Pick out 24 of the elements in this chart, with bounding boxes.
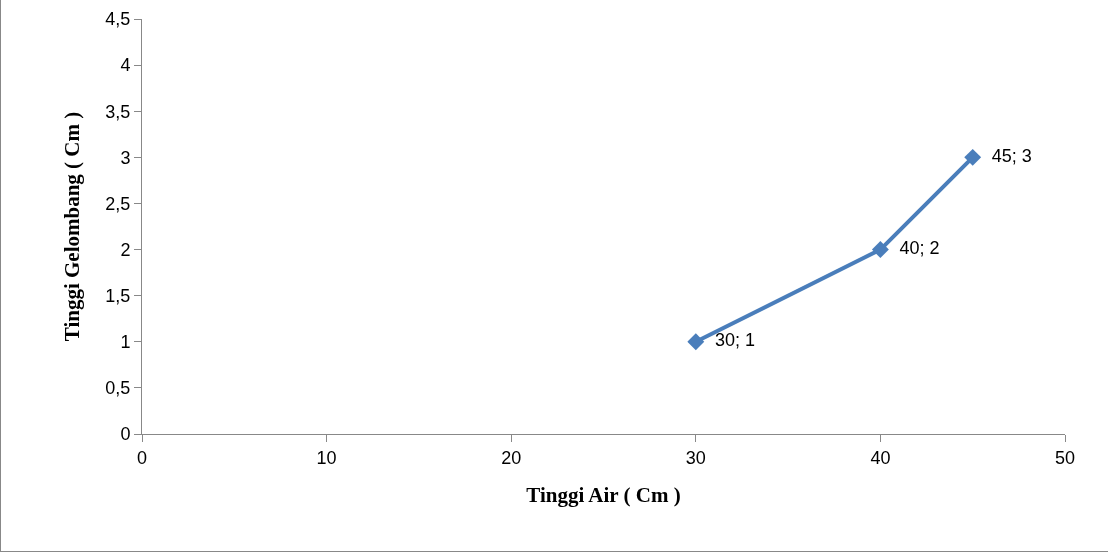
- y-tick-label: 0,5: [105, 378, 131, 399]
- y-tick-label: 1,5: [105, 285, 131, 306]
- x-axis-title: Tinggi Air ( Cm ): [526, 482, 681, 507]
- y-tick-label: 1: [120, 332, 131, 353]
- y-tick-label: 2: [120, 239, 131, 260]
- data-label: 40; 2: [889, 238, 940, 259]
- y-tick-label: 3,5: [105, 101, 131, 122]
- data-label: 45; 3: [981, 145, 1032, 166]
- point: [964, 148, 982, 166]
- x-tick-label: 30: [685, 447, 706, 468]
- point: [871, 241, 889, 259]
- y-tick-label: 0: [120, 424, 131, 445]
- x-tick-label: 10: [316, 447, 337, 468]
- x-tick-label: 40: [870, 447, 891, 468]
- x-tick-label: 20: [501, 447, 522, 468]
- y-axis-title: Tinggi Gelombang ( Cm ): [59, 111, 84, 342]
- data-label: 30; 1: [704, 330, 755, 351]
- x-tick-label: 50: [1054, 447, 1076, 468]
- y-tick-label: 4,5: [105, 9, 131, 30]
- x-tick-label: 0: [136, 447, 148, 468]
- y-tick-label: 2,5: [105, 193, 131, 214]
- y-tick-label: 3: [120, 147, 131, 168]
- y-tick-label: 4: [120, 55, 131, 76]
- point: [687, 333, 705, 351]
